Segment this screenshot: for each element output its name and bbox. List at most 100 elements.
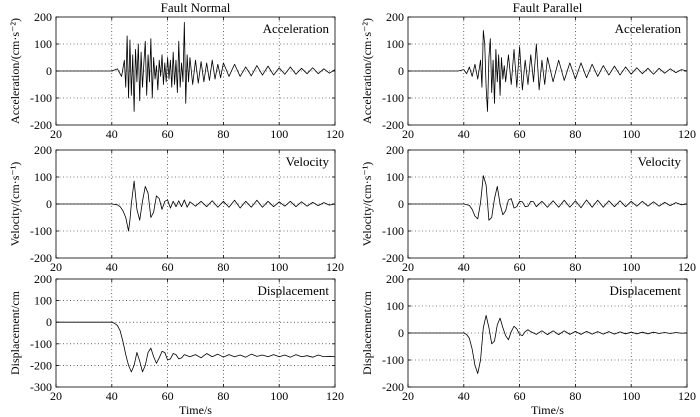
y-axis-label: Acceleration/(cm·s⁻²) [8,18,22,124]
x-tick-label: 100 [270,260,288,274]
series-line [56,22,335,112]
y-tick-label: -200 [30,251,52,265]
y-axis-label: Displacement/cm [8,290,22,375]
series-line [408,175,687,221]
x-tick-label: 80 [217,127,229,141]
x-tick-label: 60 [514,389,526,403]
x-tick-label: 120 [326,127,344,141]
plot-frame [55,278,336,388]
x-tick-label: 60 [162,260,174,274]
x-tick-label: 40 [458,127,470,141]
series-line [56,321,335,373]
y-tick-label: -200 [382,380,404,394]
y-tick-label: 100 [34,170,52,184]
x-tick-label: 40 [106,260,118,274]
y-tick-label: -200 [382,251,404,265]
x-tick-label: 120 [678,260,696,274]
y-tick-label: 0 [46,315,52,329]
chart-title: Fault Parallel [513,0,583,15]
y-tick-label: -200 [30,118,52,132]
chart-title: Fault Normal [161,0,231,15]
panel-label: Velocity [286,154,330,169]
y-axis-label: Velocity/(cm·s⁻¹) [8,162,22,247]
series-line [56,180,335,232]
panel-6: 20 40 60 80 100 120 -200 -100 0 100 200 Displacemen… [360,272,696,417]
plot-frame [407,278,688,388]
x-tick-label: 20 [402,127,414,141]
y-tick-label: 200 [386,143,404,157]
x-tick-label: 60 [514,127,526,141]
x-tick-label: 40 [458,260,470,274]
x-tick-label: 120 [326,389,344,403]
x-tick-label: 100 [622,127,640,141]
y-tick-label: 200 [34,272,52,286]
plot-frame [407,16,688,126]
y-tick-label: -100 [30,337,52,351]
y-axis-label: Acceleration/(cm·s⁻²) [360,18,374,124]
x-tick-label: 40 [106,127,118,141]
y-tick-label: 200 [34,10,52,24]
panel-3: 20 40 60 80 100 120 -200 -100 0 100 200 Velocity Vel… [8,143,344,274]
x-tick-label: 60 [514,260,526,274]
y-axis-label: Displacement/cm [360,290,374,375]
y-tick-label: 0 [398,197,404,211]
x-tick-label: 80 [217,389,229,403]
x-tick-label: 20 [50,260,62,274]
x-tick-label: 100 [270,389,288,403]
y-tick-label: 0 [398,64,404,78]
y-tick-label: -100 [30,91,52,105]
panel-label: Displacement [258,283,330,298]
x-tick-label: 20 [402,260,414,274]
y-tick-label: -100 [382,91,404,105]
y-tick-label: 200 [386,10,404,24]
x-axis-label: Time/s [531,403,564,417]
y-tick-label: 0 [46,197,52,211]
x-tick-label: 100 [270,127,288,141]
y-tick-label: -300 [30,380,52,394]
x-tick-label: 20 [50,389,62,403]
x-tick-label: 80 [569,260,581,274]
panel-label: Velocity [638,154,682,169]
x-axis-label: Time/s [179,403,212,417]
panel-1: 20 40 60 80 100 120 -200 -100 0 100 200 Fault Norma… [8,0,344,141]
panel-5: 20 40 60 80 100 120 -300 -200 -100 0 100 200 Displac… [8,272,344,417]
plot-frame [55,16,336,126]
y-tick-label: 100 [386,170,404,184]
x-tick-label: 100 [622,389,640,403]
panel-label: Displacement [610,283,682,298]
y-tick-label: -100 [382,224,404,238]
x-tick-label: 20 [50,127,62,141]
x-tick-label: 80 [217,260,229,274]
y-tick-label: -100 [382,353,404,367]
y-tick-label: -100 [30,224,52,238]
x-tick-label: 120 [678,127,696,141]
y-tick-label: 100 [386,37,404,51]
panel-label: Acceleration [263,21,330,36]
panel-label: Acceleration [615,21,682,36]
x-tick-label: 80 [569,127,581,141]
x-tick-label: 80 [569,389,581,403]
x-tick-label: 40 [106,389,118,403]
y-tick-label: -200 [382,118,404,132]
x-tick-label: 20 [402,389,414,403]
y-tick-label: 0 [46,64,52,78]
series-line [408,315,687,374]
y-tick-label: 100 [386,299,404,313]
plot-frame [55,149,336,259]
x-tick-label: 60 [162,127,174,141]
y-tick-label: 200 [386,272,404,286]
plot-frame [407,149,688,259]
x-tick-label: 120 [326,260,344,274]
series-line [408,30,687,112]
y-tick-label: 200 [34,143,52,157]
x-tick-label: 40 [458,389,470,403]
y-tick-label: 100 [34,37,52,51]
x-tick-label: 100 [622,260,640,274]
y-tick-label: 100 [34,294,52,308]
x-tick-label: 120 [678,389,696,403]
y-tick-label: -200 [30,358,52,372]
x-tick-label: 60 [162,389,174,403]
y-tick-label: 0 [398,326,404,340]
y-axis-label: Velocity/(cm·s⁻¹) [360,162,374,247]
